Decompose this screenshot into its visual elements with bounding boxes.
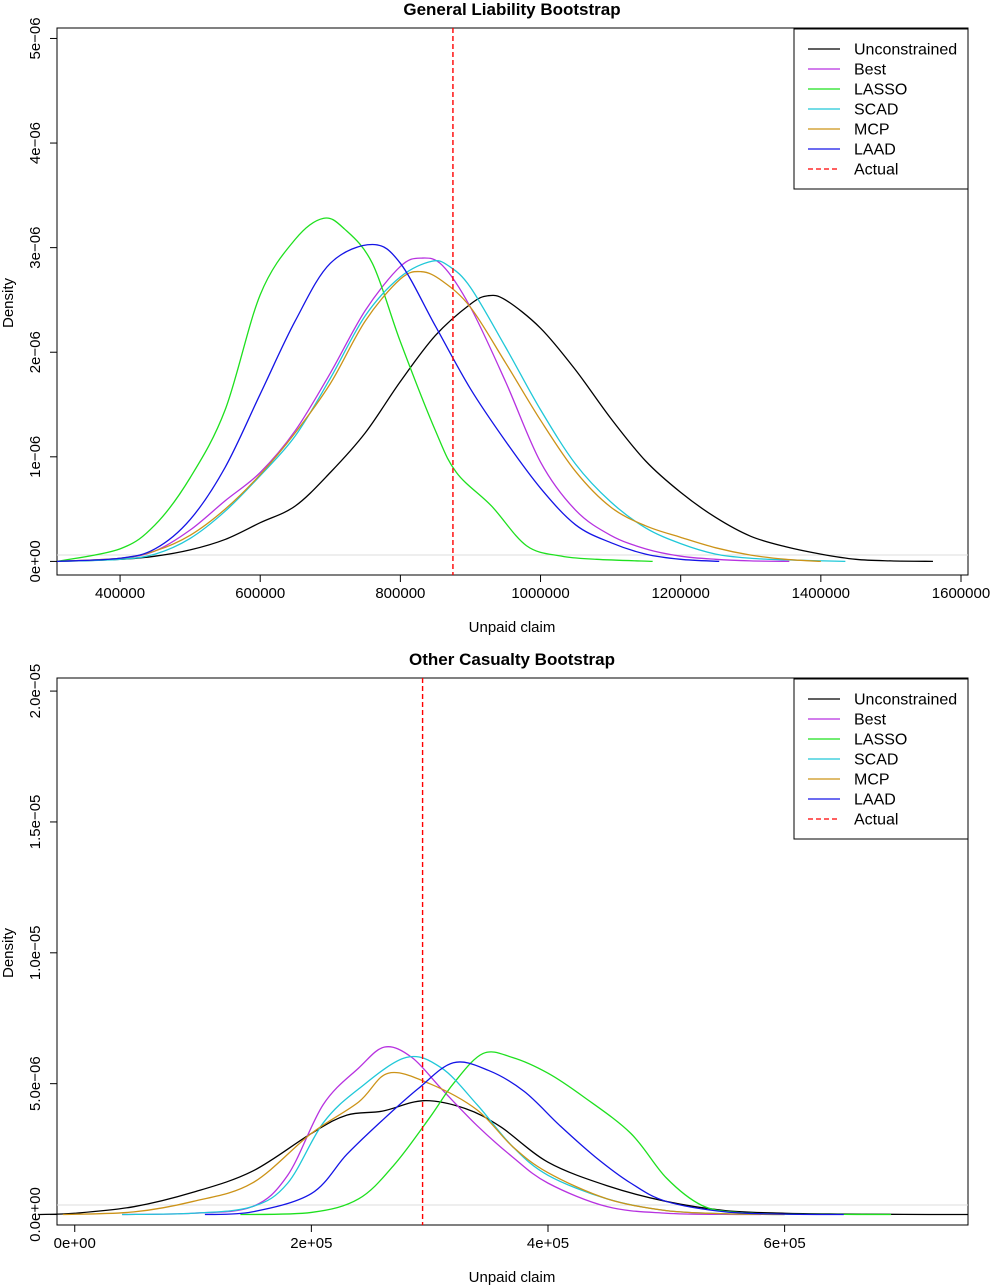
y-tick-label: 1e−06: [27, 436, 44, 478]
y-axis-label: Density: [0, 277, 17, 328]
plot-frame: [56, 27, 969, 576]
y-axis: 0e+00 1e−06 2e−06 3e−06 4e−06 5e−06: [27, 17, 57, 582]
y-tick-label: 2e−06: [27, 331, 44, 373]
x-tick-label: 400000: [95, 585, 145, 602]
x-axis-label: Unpaid claim: [469, 619, 556, 636]
legend-label: LASSO: [854, 82, 907, 99]
series-line-best: [122, 1046, 761, 1216]
y-tick-label: 5e−06: [27, 17, 44, 59]
x-tick-label: 800000: [375, 585, 425, 602]
x-tick-label: 4e+05: [527, 1235, 569, 1252]
series-line-lasso: [56, 217, 653, 563]
panel-general-liability: General Liability Bootstrap Unpaid claim…: [0, 0, 990, 636]
y-tick-label: 1.0e−05: [27, 925, 44, 980]
x-tick-label: 1000000: [511, 585, 569, 602]
series-line-mcp: [62, 1071, 785, 1216]
x-tick-label: 600000: [235, 585, 285, 602]
series-line-unconstrained: [39, 1100, 969, 1216]
panel-other-casualty: Other Casualty Bootstrap Unpaid claim De…: [0, 650, 969, 1286]
series-line-mcp: [56, 270, 821, 563]
legend-label: LASSO: [854, 732, 907, 749]
legend-label: MCP: [854, 772, 890, 789]
x-tick-label: 6e+05: [764, 1235, 806, 1252]
series-line-scad: [56, 260, 846, 563]
series-line-laad: [204, 1061, 844, 1216]
y-tick-label: 1.5e−05: [27, 795, 44, 850]
legend-label: Unconstrained: [854, 692, 957, 709]
legend-label: Actual: [854, 162, 898, 179]
legend-label: Unconstrained: [854, 42, 957, 59]
density-curves: [56, 217, 933, 563]
y-axis: 0.0e+00 5.0e−06 1.0e−05 1.5e−05 2.0e−05: [27, 664, 57, 1242]
x-axis: 0e+00 2e+05 4e+05 6e+05: [54, 1225, 806, 1252]
legend-label: Best: [854, 62, 887, 79]
x-tick-label: 2e+05: [290, 1235, 332, 1252]
y-tick-label: 0.0e+00: [27, 1187, 44, 1242]
y-axis-label: Density: [0, 927, 17, 978]
legend: Unconstrained Best LASSO SCAD MCP LAAD Actual: [793, 28, 969, 190]
x-tick-label: 1600000: [932, 585, 990, 602]
series-line-lasso: [240, 1051, 892, 1216]
y-tick-label: 0e+00: [27, 540, 44, 582]
legend-label: Best: [854, 712, 887, 729]
x-tick-label: 0e+00: [54, 1235, 96, 1252]
legend-label: SCAD: [854, 102, 898, 119]
x-tick-label: 1400000: [792, 585, 850, 602]
legend-label: MCP: [854, 122, 890, 139]
series-line-unconstrained: [56, 294, 933, 563]
series-line-laad: [56, 243, 720, 563]
series-line-scad: [122, 1055, 785, 1216]
x-axis: 400000 600000 800000 1000000 1200000 1400000 1…: [95, 575, 990, 602]
legend-box: [793, 678, 969, 840]
legend-label: Actual: [854, 812, 898, 829]
plot-frame: [56, 677, 969, 1226]
series-line-best: [56, 257, 790, 563]
x-tick-label: 1200000: [651, 585, 709, 602]
legend: Unconstrained Best LASSO SCAD MCP LAAD Actual: [793, 678, 969, 840]
chart-title: General Liability Bootstrap: [403, 0, 620, 19]
legend-label: SCAD: [854, 752, 898, 769]
y-tick-label: 5.0e−06: [27, 1056, 44, 1111]
chart-title: Other Casualty Bootstrap: [409, 650, 615, 669]
legend-label: LAAD: [854, 792, 896, 809]
y-tick-label: 4e−06: [27, 122, 44, 164]
y-tick-label: 2.0e−05: [27, 664, 44, 719]
y-tick-label: 3e−06: [27, 227, 44, 269]
x-axis-label: Unpaid claim: [469, 1269, 556, 1286]
legend-label: LAAD: [854, 142, 896, 159]
density-curves: [39, 1046, 969, 1216]
